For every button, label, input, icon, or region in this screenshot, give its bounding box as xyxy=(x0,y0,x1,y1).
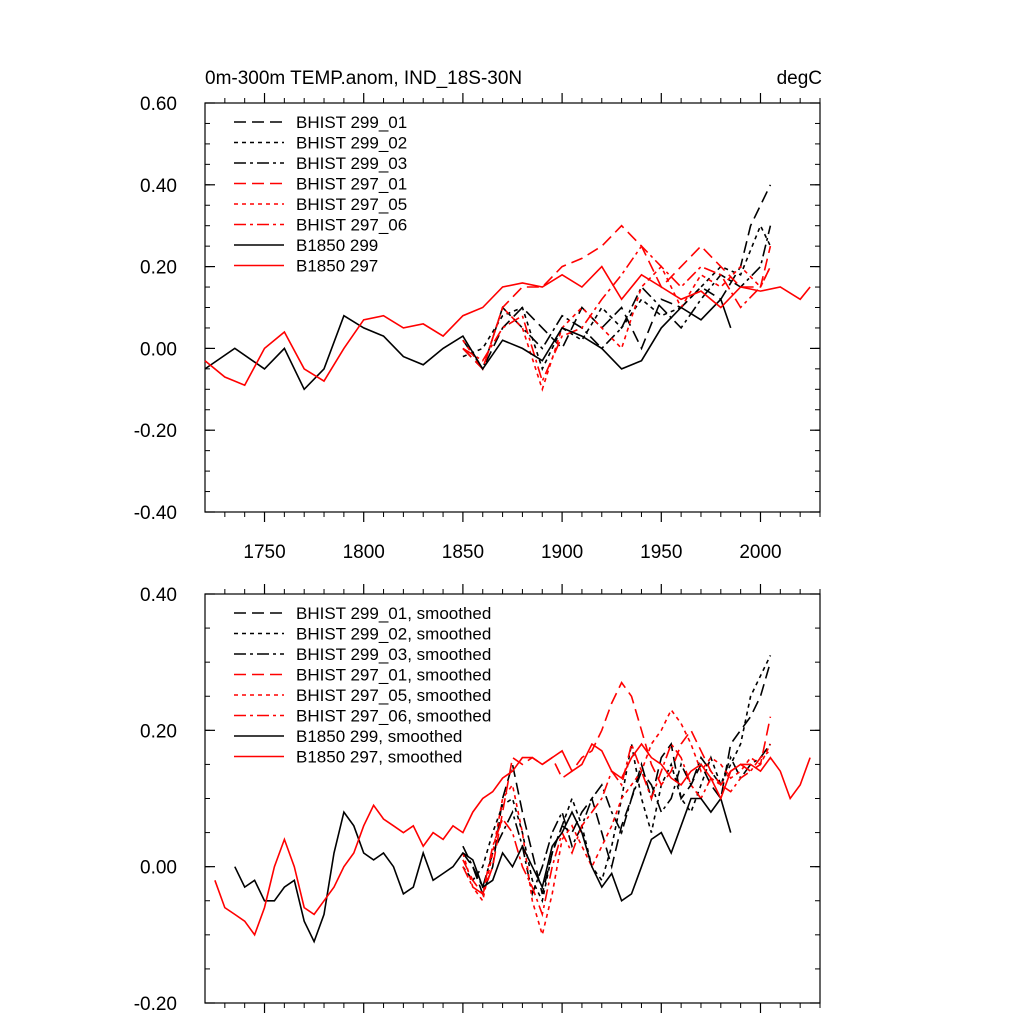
legend-entry: BHIST 299_01 xyxy=(296,113,407,132)
legend-entry: BHIST 299_03 xyxy=(296,154,407,173)
series-line-1 xyxy=(462,223,772,372)
legend-entry: BHIST 297_05, smoothed xyxy=(296,686,491,705)
y-tick-label: -0.40 xyxy=(134,503,177,524)
y-tick-label: 0.60 xyxy=(140,94,177,115)
x-tick-label: 1800 xyxy=(343,542,385,563)
legend-entry: BHIST 299_01, smoothed xyxy=(296,604,491,623)
y-tick-label: 0.40 xyxy=(140,585,177,606)
series-line-0 xyxy=(462,184,772,371)
legend-entry: BHIST 297_01, smoothed xyxy=(296,666,491,685)
y-tick-label: 0.20 xyxy=(140,258,177,279)
x-tick-label: 1950 xyxy=(640,542,682,563)
y-tick-label: 0.40 xyxy=(140,176,177,197)
series-line-5 xyxy=(462,244,772,384)
series-line-7 xyxy=(204,265,811,387)
legend-entry: B1850 297, smoothed xyxy=(296,748,462,767)
top-panel: 0m-300m TEMP.anom, IND_18S-30N degC 0.60… xyxy=(134,68,822,563)
y-tick-label: -0.20 xyxy=(134,994,177,1015)
series-line-1 xyxy=(462,655,772,904)
x-tick-label: 1850 xyxy=(442,542,484,563)
legend-entry: B1850 299, smoothed xyxy=(296,727,462,746)
series-line-2 xyxy=(462,225,772,371)
series-line-3 xyxy=(462,224,772,371)
chart-title: 0m-300m TEMP.anom, IND_18S-30N xyxy=(205,68,522,89)
series-line-6 xyxy=(204,297,732,391)
legend-entry: BHIST 299_02 xyxy=(296,134,407,153)
legend-entry: B1850 297 xyxy=(296,257,378,276)
legend-entry: BHIST 297_01 xyxy=(296,175,407,194)
series-line-6 xyxy=(234,796,732,944)
x-tick-label: 2000 xyxy=(739,542,781,563)
series-line-3 xyxy=(462,681,772,896)
legend-entry: BHIST 299_02, smoothed xyxy=(296,625,491,644)
y-tick-label: -0.20 xyxy=(134,421,177,442)
series-line-5 xyxy=(462,741,771,918)
x-tick-label: 1750 xyxy=(243,542,285,563)
y-tick-label: 0.00 xyxy=(140,339,177,360)
x-tick-label: 1900 xyxy=(541,542,583,563)
y-tick-label: 0.00 xyxy=(140,858,177,879)
legend-entry: BHIST 297_06 xyxy=(296,216,407,235)
legend-entry: B1850 299 xyxy=(296,236,378,255)
legend-entry: BHIST 297_06, smoothed xyxy=(296,707,491,726)
legend-entry: BHIST 299_03, smoothed xyxy=(296,645,491,664)
series-line-4 xyxy=(462,708,772,938)
legend-entry: BHIST 297_05 xyxy=(296,195,407,214)
series-line-7 xyxy=(214,742,811,937)
bottom-panel: 0.40 0.20 0.00 -0.20 BHIST 299_01, smoothed B… xyxy=(134,584,821,1015)
y-tick-label: 0.20 xyxy=(140,721,177,742)
units-label: degC xyxy=(777,68,822,89)
